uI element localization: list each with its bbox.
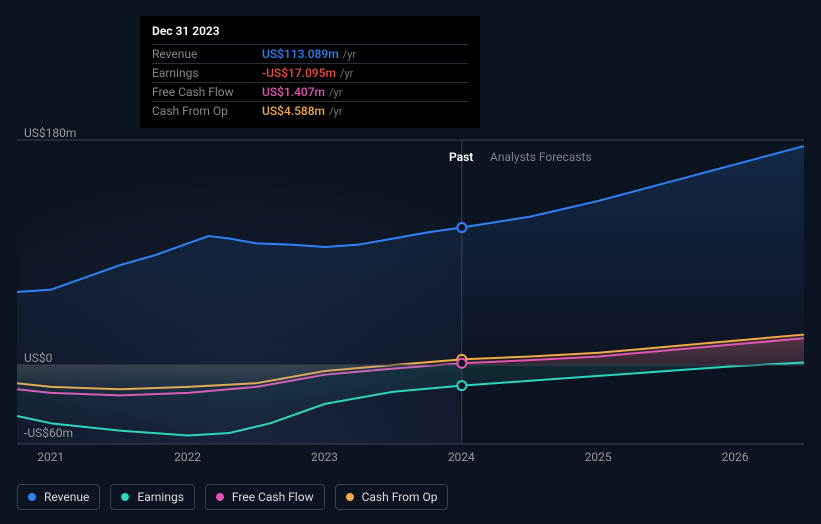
tooltip-metric-value: US$113.089m xyxy=(262,47,339,61)
y-axis-label: US$0 xyxy=(24,351,52,365)
x-axis-label: 2026 xyxy=(722,450,749,464)
past-label: Past xyxy=(449,150,473,164)
tooltip-metric-value: -US$17.095m xyxy=(262,66,336,80)
forecast-label: Analysts Forecasts xyxy=(490,150,592,164)
x-axis-label: 2023 xyxy=(311,450,338,464)
legend-label: Free Cash Flow xyxy=(232,490,314,504)
tooltip-suffix: /yr xyxy=(329,86,342,99)
legend-dot-icon xyxy=(346,493,354,501)
legend-label: Earnings xyxy=(137,490,184,504)
y-axis-label: US$180m xyxy=(24,126,76,140)
tooltip-suffix: /yr xyxy=(343,48,356,61)
tooltip-metric-label: Revenue xyxy=(152,47,262,61)
tooltip-metric-label: Cash From Op xyxy=(152,104,262,118)
tooltip-row: Earnings-US$17.095m/yr xyxy=(152,63,468,82)
tooltip-suffix: /yr xyxy=(329,105,342,118)
legend: Revenue Earnings Free Cash Flow Cash From O… xyxy=(17,484,448,510)
legend-label: Revenue xyxy=(44,490,89,504)
y-axis-label: -US$60m xyxy=(24,426,73,440)
legend-dot-icon xyxy=(121,493,129,501)
tooltip-metric-value: US$1.407m xyxy=(262,85,325,99)
chart-tooltip: Dec 31 2023 RevenueUS$113.089m/yrEarning… xyxy=(140,16,480,128)
tooltip-metric-label: Free Cash Flow xyxy=(152,85,262,99)
legend-dot-icon xyxy=(28,493,36,501)
legend-item[interactable]: Cash From Op xyxy=(335,484,449,510)
tooltip-row: Cash From OpUS$4.588m/yr xyxy=(152,101,468,120)
tooltip-suffix: /yr xyxy=(340,67,353,80)
tooltip-date: Dec 31 2023 xyxy=(152,24,468,38)
tooltip-metric-value: US$4.588m xyxy=(262,104,325,118)
tooltip-row: Free Cash FlowUS$1.407m/yr xyxy=(152,82,468,101)
legend-label: Cash From Op xyxy=(362,490,438,504)
x-axis-label: 2025 xyxy=(585,450,612,464)
tooltip-metric-label: Earnings xyxy=(152,66,262,80)
x-axis-label: 2021 xyxy=(37,450,64,464)
tooltip-row: RevenueUS$113.089m/yr xyxy=(152,44,468,63)
x-axis-label: 2022 xyxy=(174,450,201,464)
legend-item[interactable]: Revenue xyxy=(17,484,100,510)
legend-item[interactable]: Free Cash Flow xyxy=(205,484,325,510)
legend-dot-icon xyxy=(216,493,224,501)
x-axis-label: 2024 xyxy=(448,450,475,464)
legend-item[interactable]: Earnings xyxy=(110,484,195,510)
earnings-revenue-chart: Dec 31 2023 RevenueUS$113.089m/yrEarning… xyxy=(0,0,821,524)
